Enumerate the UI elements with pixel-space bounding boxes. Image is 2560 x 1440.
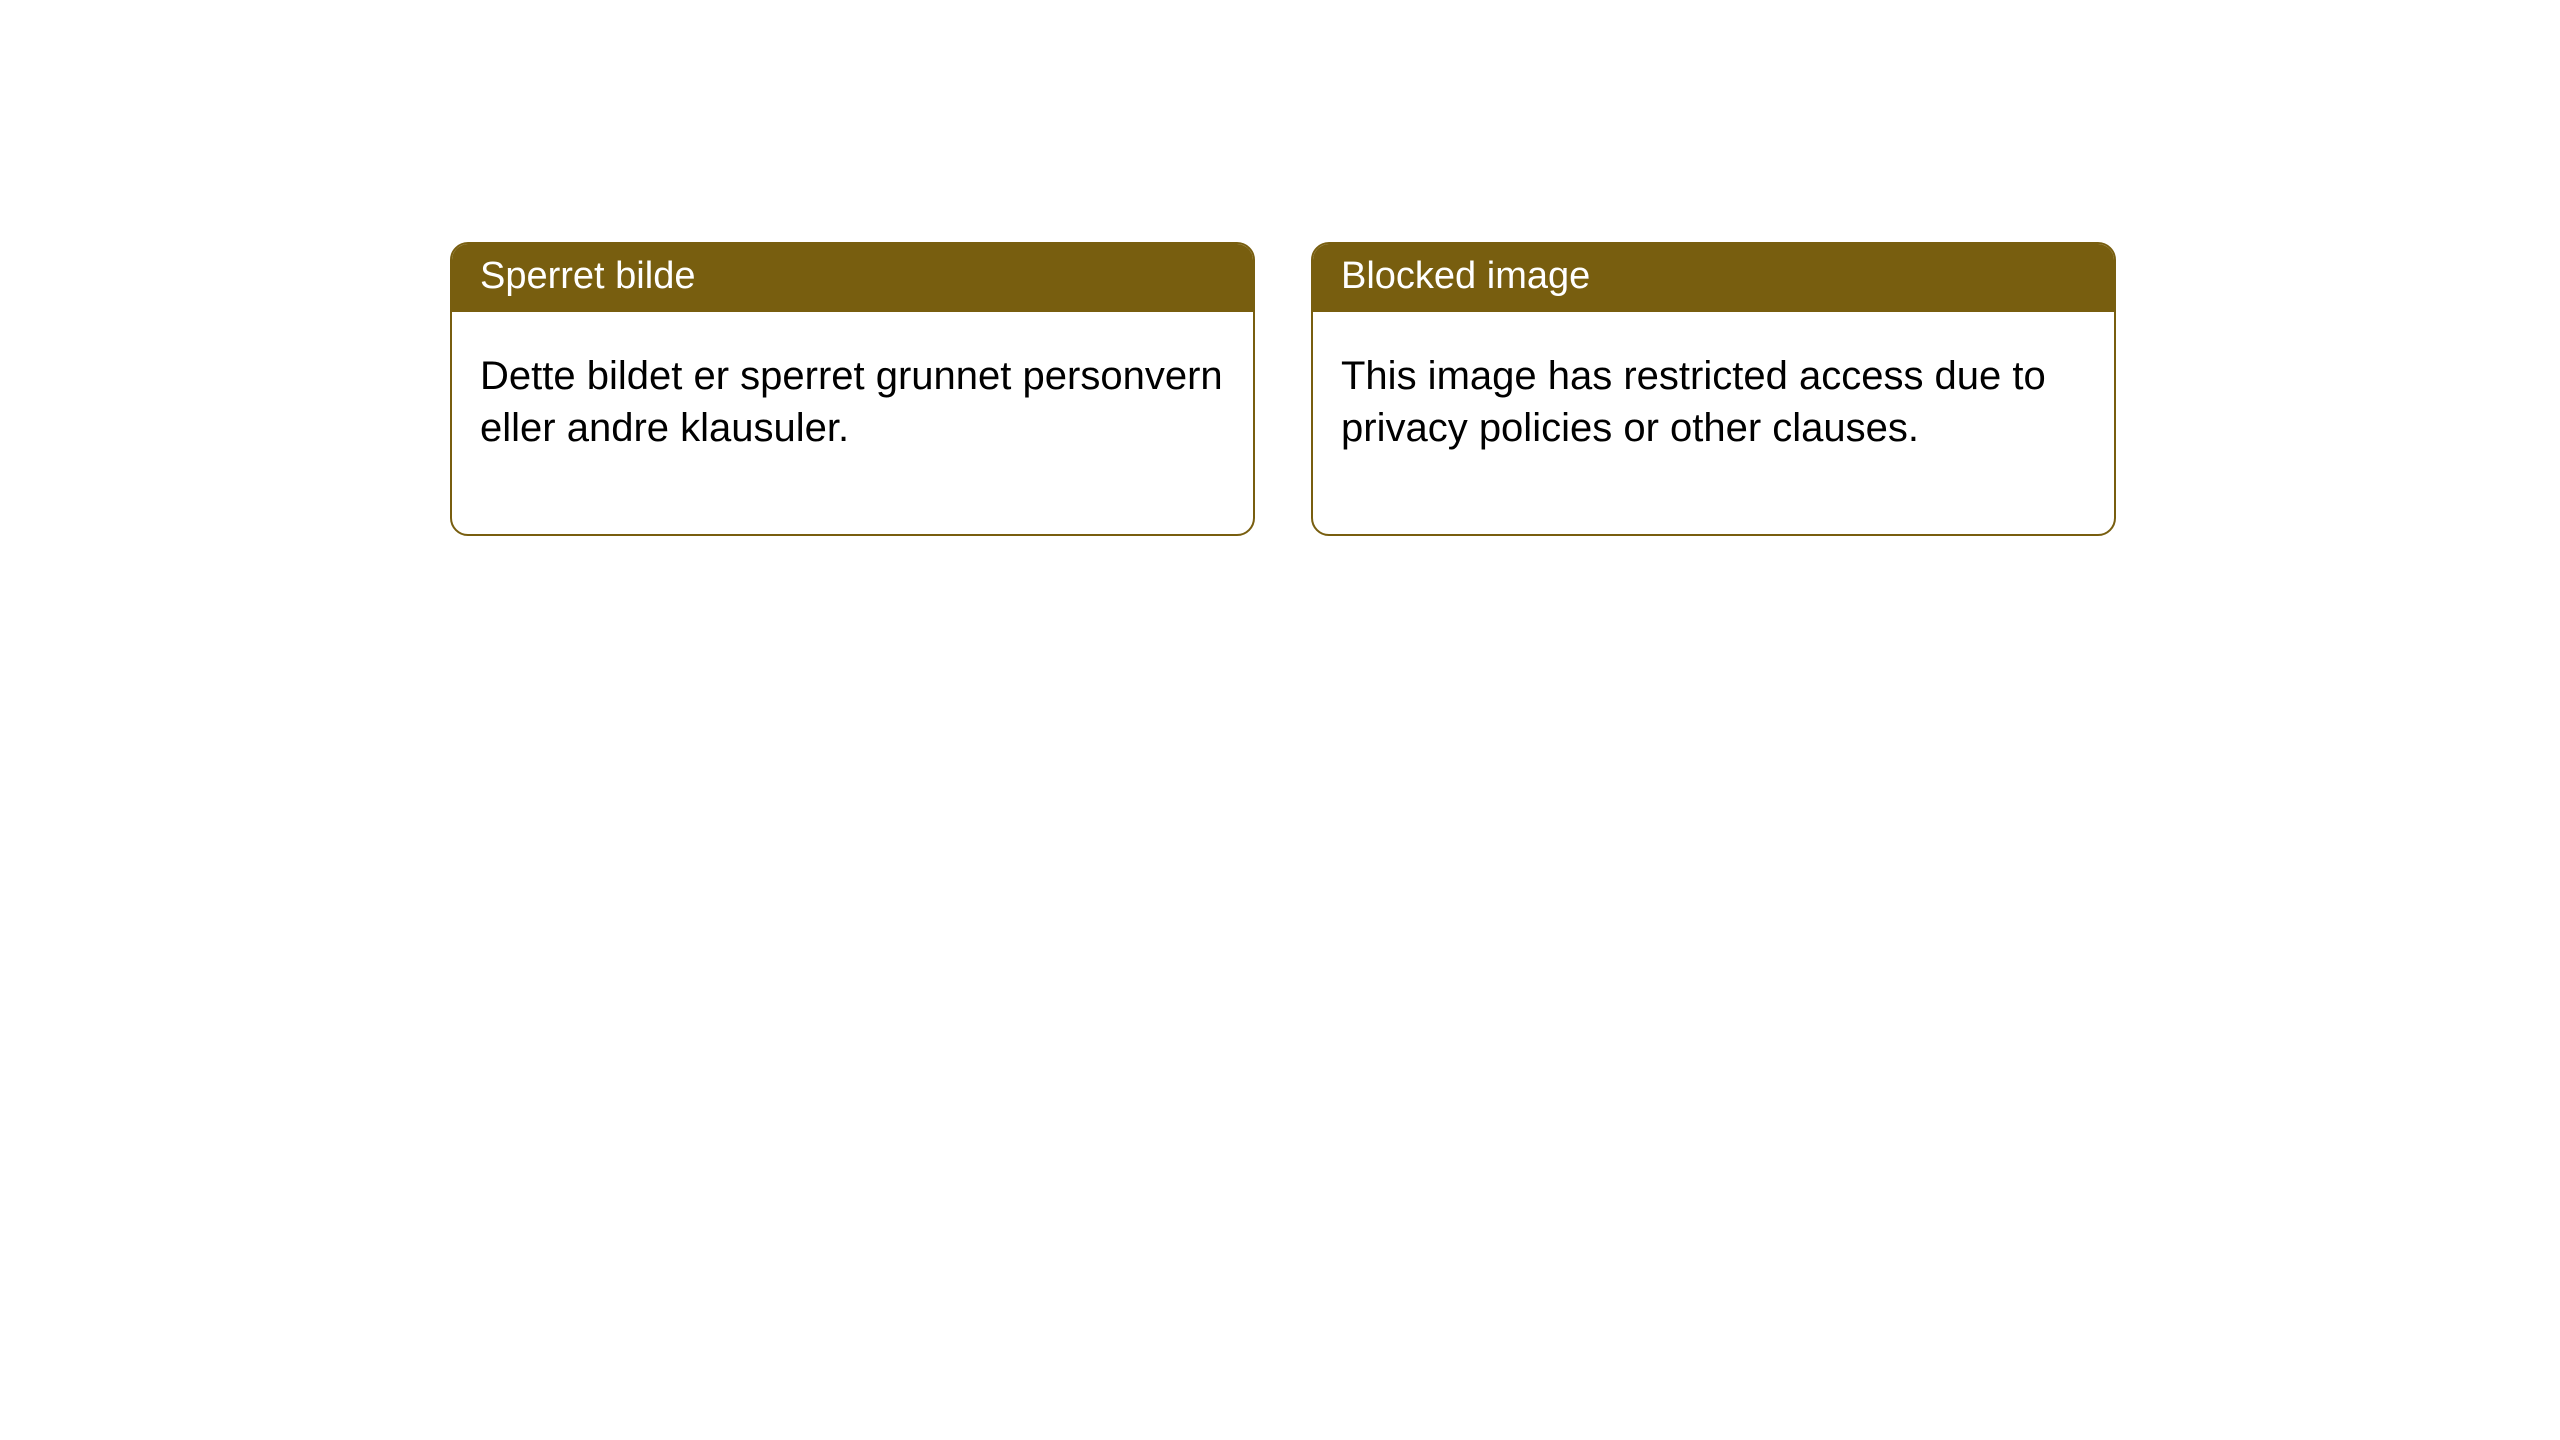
notice-header: Blocked image [1313, 244, 2114, 312]
notice-card-norwegian: Sperret bilde Dette bildet er sperret gr… [450, 242, 1255, 536]
notice-container: Sperret bilde Dette bildet er sperret gr… [0, 0, 2560, 536]
notice-card-english: Blocked image This image has restricted … [1311, 242, 2116, 536]
notice-header: Sperret bilde [452, 244, 1253, 312]
notice-body: Dette bildet er sperret grunnet personve… [452, 312, 1253, 534]
notice-body: This image has restricted access due to … [1313, 312, 2114, 534]
